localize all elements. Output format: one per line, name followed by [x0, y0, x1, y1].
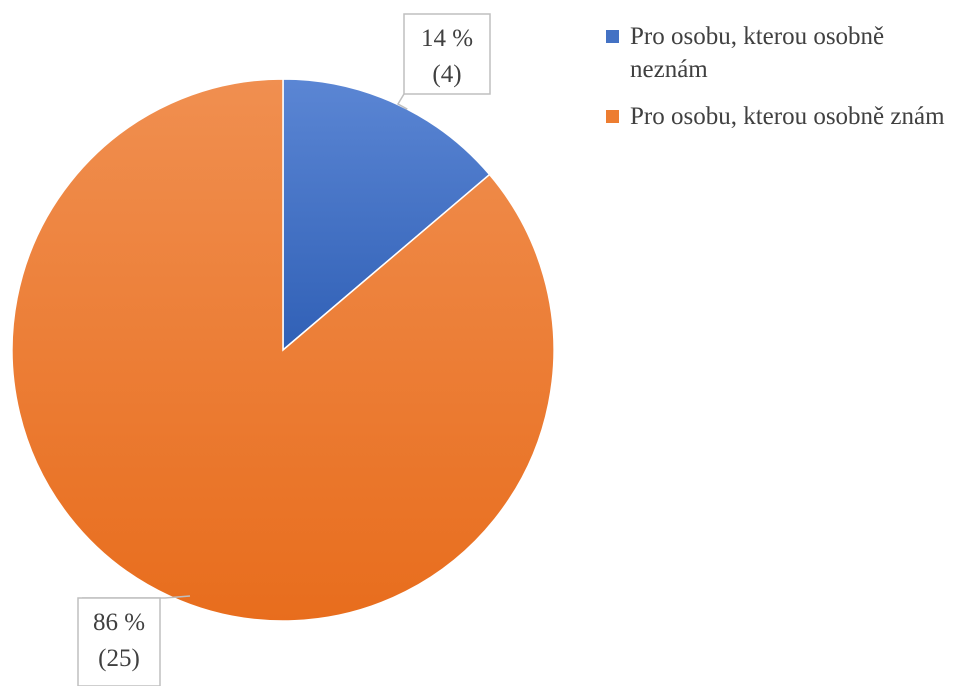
legend-item-known-person: Pro osobu, kterou osobně znám [606, 100, 956, 133]
legend-swatch-blue [606, 30, 619, 43]
data-label-box [403, 13, 491, 95]
leader-line [396, 93, 408, 110]
legend: Pro osobu, kterou osobně neznám Pro osob… [606, 20, 956, 147]
data-label-box [77, 597, 161, 686]
data-label-percent: 14 % [421, 25, 473, 52]
data-label-count: (4) [432, 61, 461, 88]
legend-label: Pro osobu, kterou osobně neznám [630, 23, 885, 83]
legend-swatch-orange [606, 110, 619, 123]
legend-label: Pro osobu, kterou osobně znám [630, 103, 945, 130]
pie-slice-unknown-person [282, 78, 491, 352]
slices-layer [11, 78, 555, 622]
data-labels-layer: 14 % (4) 86 % (25) [77, 13, 491, 686]
legend-item-unknown-person: Pro osobu, kterou osobně neznám [606, 20, 956, 86]
data-label-count: (25) [98, 645, 140, 672]
data-label-percent: 86 % [93, 609, 145, 636]
pie-slice-known-person [11, 78, 555, 622]
